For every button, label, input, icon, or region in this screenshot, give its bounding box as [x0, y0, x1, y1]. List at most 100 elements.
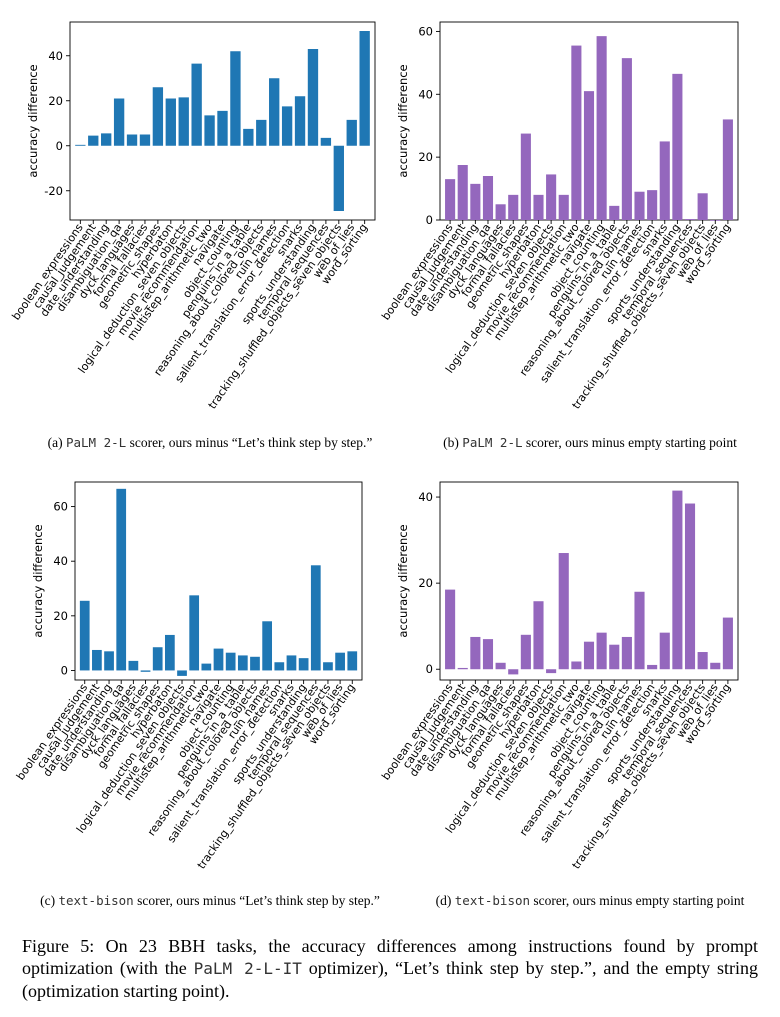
- chart-b-ytick-label: 20: [418, 150, 433, 164]
- chart-c-bar: [335, 652, 345, 671]
- chart-c-bar: [164, 634, 175, 671]
- chart-c-bar: [116, 488, 127, 671]
- chart-b-bar: [697, 193, 708, 220]
- chart-d-bar: [722, 617, 733, 670]
- caption-c-rest: scorer, ours minus “Let’s think step by …: [133, 893, 380, 908]
- chart-d-bar: [482, 639, 494, 670]
- chart-d-bar: [583, 641, 595, 670]
- chart-d-bar: [609, 644, 620, 670]
- chart-a-ylabel: accuracy difference: [26, 64, 40, 177]
- caption-b-rest: scorer, ours minus empty starting point: [522, 435, 737, 450]
- chart-a-bar: [88, 135, 99, 146]
- chart-b-bar: [457, 165, 468, 220]
- chart-a-bar: [75, 144, 86, 146]
- chart-c-bar: [104, 651, 114, 671]
- chart-a-ytick-label: 0: [56, 139, 63, 153]
- figure-caption: Figure 5: On 23 BBH tasks, the accuracy …: [22, 935, 758, 1002]
- chart-a-ytick-label: 20: [48, 94, 63, 108]
- chart-d-bar: [659, 632, 670, 670]
- chart-a-ytick-label: -20: [44, 184, 63, 198]
- chart-d-bar: [710, 662, 721, 670]
- caption-a-scorer: PaLM 2-L: [65, 435, 127, 450]
- chart-c-bar: [225, 652, 236, 671]
- figure-caption-optimizer: PaLM 2-L-IT: [193, 959, 302, 978]
- chart-d-bar: [520, 634, 531, 670]
- chart-c-bar: [310, 565, 321, 671]
- caption-d-rest: scorer, ours minus empty starting point: [530, 893, 745, 908]
- chart-c-ylabel: accuracy difference: [31, 524, 45, 637]
- chart-c-bar: [323, 662, 333, 671]
- chart-d-bar: [697, 652, 708, 670]
- chart-a-bar: [101, 133, 112, 146]
- figure-caption-lead: Figure 5: On 23 BBH tasks, the accuracy …: [22, 936, 758, 978]
- chart-a-bar: [333, 145, 344, 211]
- chart-d-bar: [470, 636, 481, 670]
- chart-a-bar: [113, 98, 125, 146]
- caption-b-scorer: PaLM 2-L: [462, 435, 523, 450]
- chart-b-bar: [495, 204, 506, 220]
- chart-a-bar: [126, 134, 138, 146]
- chart-c-bar: [189, 595, 200, 671]
- chart-b-bar: [520, 133, 531, 220]
- chart-c-ytick-label: 20: [53, 609, 68, 623]
- chart-d-bar: [634, 591, 645, 670]
- chart-d-ytick-label: 20: [418, 576, 433, 590]
- chart-b-bar: [684, 219, 696, 220]
- chart-b-ytick-label: 60: [418, 24, 433, 38]
- chart-c-bar: [201, 663, 212, 671]
- chart-a-bar: [152, 87, 164, 146]
- chart-c-bar: [237, 655, 248, 671]
- chart-d-bar: [445, 589, 456, 670]
- figure-caption-tail: optimizer), “Let’s think step by step.”,…: [22, 958, 758, 1001]
- chart-panel-a: -20 0 20 40 accuracy difference boolean_expre…: [0, 0, 390, 420]
- chart-panel-c: 0 20 40 60 accuracy difference boolean_expres…: [0, 470, 390, 890]
- chart-b-ytick-label: 40: [418, 87, 433, 101]
- caption-a: (a) PaLM 2-L scorer, ours minus “Let’s t…: [20, 435, 400, 451]
- chart-d-bar: [508, 669, 519, 675]
- chart-a-bar: [281, 106, 293, 146]
- chart-a-bar: [307, 49, 319, 146]
- chart-b-bar: [672, 73, 683, 220]
- chart-d-ylabel: accuracy difference: [396, 524, 410, 637]
- chart-c-bar: [79, 600, 90, 671]
- chart-d-bar: [533, 601, 544, 670]
- chart-c-bar: [262, 621, 273, 671]
- chart-panel-d: 0 20 40 accuracy difference boolean_expressi…: [379, 470, 780, 890]
- chart-a-bar: [243, 128, 254, 146]
- chart-b-bar: [482, 176, 494, 220]
- chart-d-bar: [495, 662, 506, 670]
- chart-d-bar: [546, 669, 557, 674]
- chart-a-bar: [178, 97, 189, 146]
- chart-b-bar: [596, 36, 607, 221]
- caption-a-rest: scorer, ours minus “Let’s think step by …: [126, 435, 373, 450]
- caption-a-prefix: (a): [47, 435, 63, 450]
- caption-b: (b) PaLM 2-L scorer, ours minus empty st…: [400, 435, 780, 451]
- chart-a-bar: [256, 119, 267, 146]
- chart-c-bar: [92, 649, 102, 671]
- chart-d-bar: [684, 503, 696, 670]
- chart-d-bar: [558, 553, 569, 670]
- chart-c-bar: [213, 648, 224, 671]
- chart-a-ytick-label: 40: [48, 49, 63, 63]
- chart-c-bar: [140, 670, 151, 672]
- chart-d-bar: [596, 632, 607, 670]
- chart-c-bar: [347, 651, 358, 671]
- chart-b-bar: [533, 194, 544, 220]
- chart-a-bar: [165, 98, 176, 146]
- chart-a-bar: [139, 134, 151, 146]
- chart-c-ytick-label: 40: [53, 554, 68, 568]
- caption-d-scorer: text-bison: [454, 893, 531, 908]
- chart-b-bar: [659, 141, 670, 220]
- caption-d-prefix: (d): [435, 893, 452, 908]
- chart-b-bar: [722, 119, 733, 220]
- chart-a-bar: [269, 78, 280, 146]
- chart-b-ytick-label: 0: [426, 213, 433, 227]
- chart-c-ytick-label: 0: [61, 663, 68, 677]
- chart-b-bar: [558, 194, 569, 220]
- chart-d-bar: [672, 490, 683, 670]
- chart-d-bar: [621, 636, 632, 670]
- chart-a-bar: [346, 119, 357, 146]
- chart-c-ytick-label: 60: [53, 500, 68, 514]
